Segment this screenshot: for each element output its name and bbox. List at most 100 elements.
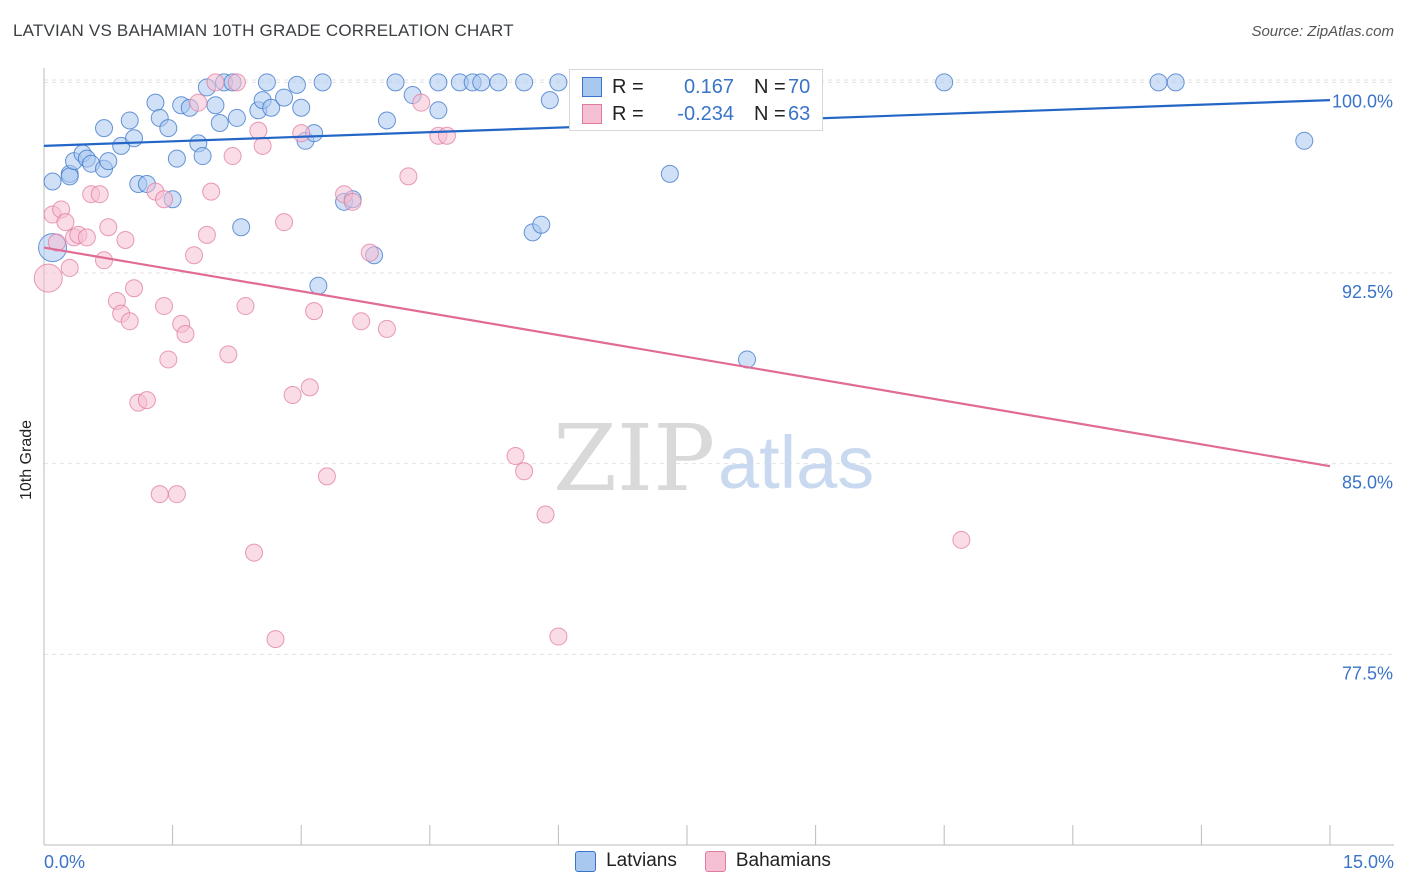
n-label: N = [754, 75, 786, 98]
r-label: R = [612, 102, 644, 125]
bahamians-point [167, 485, 186, 504]
stats-row-latvians: R = 0.167 N = 70 [582, 74, 810, 100]
y-tick-label: 100.0% [1332, 91, 1393, 111]
bahamians-point [155, 297, 174, 316]
latvians-point [540, 91, 559, 110]
bahamians-point [47, 233, 66, 252]
latvians-points [38, 73, 1314, 369]
latvians-point [489, 73, 508, 92]
latvians-point [549, 73, 568, 92]
bahamians-point [549, 627, 568, 646]
latvians-point [472, 73, 491, 92]
bahamians-point [159, 350, 178, 369]
latvians-point [43, 172, 62, 191]
bahamians-point [515, 462, 534, 481]
bahamians-point [120, 312, 139, 331]
latvians-point [386, 73, 405, 92]
bahamians-point [300, 378, 319, 397]
latvians-point [313, 73, 332, 92]
bahamians-point [202, 182, 221, 201]
bahamians-point [227, 73, 246, 92]
legend-swatch-bahamians [704, 850, 726, 872]
x-tick-label-max: 15.0% [1342, 852, 1394, 872]
bahamians-point [236, 297, 255, 316]
bahamians-point [219, 345, 238, 364]
bahamians-point [437, 126, 456, 145]
axis-layer [43, 68, 1394, 846]
bahamians-point [305, 302, 324, 321]
bahamians-point [176, 325, 195, 344]
bahamians-point [399, 167, 418, 186]
bahamians-point [283, 386, 302, 405]
bahamians-point [150, 485, 169, 504]
bahamians-point [245, 543, 264, 562]
bahamians-point [206, 73, 225, 92]
y-tick-label: 85.0% [1342, 473, 1393, 493]
legend-item-bahamians[interactable]: Bahamians [704, 850, 831, 872]
latvians-point [377, 111, 396, 130]
chart-title: LATVIAN VS BAHAMIAN 10TH GRADE CORRELATI… [13, 21, 514, 40]
latvians-point [1295, 131, 1314, 150]
bahamians-point [412, 93, 431, 112]
bahamians-point [77, 228, 96, 247]
bahamians-point [352, 312, 371, 331]
latvians-point [935, 73, 954, 92]
legend-item-latvians[interactable]: Latvians [575, 850, 677, 872]
latvians-point [262, 98, 281, 117]
latvians-point [206, 96, 225, 115]
bahamians-point [360, 243, 379, 262]
legend-swatch-latvians [575, 850, 597, 872]
latvians-point [60, 167, 79, 186]
bahamians-point [116, 230, 135, 249]
y-tick-labels: 77.5% 85.0% 92.5% 100.0% [1332, 91, 1393, 683]
r-label: R = [612, 75, 644, 98]
bahamians-point [253, 136, 272, 155]
latvians-point [227, 108, 246, 127]
source-credit: Source: ZipAtlas.com [1251, 23, 1394, 40]
latvians-point [146, 93, 165, 112]
bahamians-point [90, 185, 109, 204]
bahamians-point [506, 447, 525, 466]
latvians-point [287, 75, 306, 94]
bahamians-swatch [582, 104, 602, 124]
watermark-atlas: atlas [718, 421, 874, 504]
bahamians-point [185, 246, 204, 265]
legend: Latvians Bahamians [0, 850, 1406, 872]
bahamians-trend-line [43, 246, 1331, 468]
latvians-point [429, 73, 448, 92]
latvians-point [210, 114, 229, 133]
latvians-point [275, 88, 294, 107]
latvians-point [515, 73, 534, 92]
bahamians-point [952, 530, 971, 549]
latvians-point [125, 129, 144, 148]
bahamians-point [249, 121, 268, 140]
r-value: -0.234 [677, 102, 734, 125]
latvians-point [120, 111, 139, 130]
latvians-point [292, 98, 311, 117]
latvians-point [159, 119, 178, 138]
y-tick-label: 77.5% [1342, 663, 1393, 683]
bahamians-point [60, 258, 79, 277]
bahamians-point [99, 218, 118, 237]
latvians-point [309, 276, 328, 295]
bahamians-point [137, 391, 156, 410]
bahamians-point [292, 124, 311, 143]
bahamians-point [189, 93, 208, 112]
latvians-point [429, 101, 448, 120]
y-tick-label: 92.5% [1342, 282, 1393, 302]
bahamians-point [95, 251, 114, 270]
latvians-point [1166, 73, 1185, 92]
watermark-zip: ZIP [553, 405, 715, 512]
latvians-point [193, 147, 212, 166]
bahamians-point [197, 225, 216, 244]
bahamians-point [343, 192, 362, 211]
grid-layer [44, 79, 1394, 655]
latvians-point [232, 218, 251, 237]
latvians-point [167, 149, 186, 168]
bahamians-point [266, 630, 285, 649]
bahamians-point [56, 213, 75, 232]
latvians-point [257, 73, 276, 92]
bahamians-point [125, 279, 144, 298]
n-value: 70 [788, 75, 811, 98]
